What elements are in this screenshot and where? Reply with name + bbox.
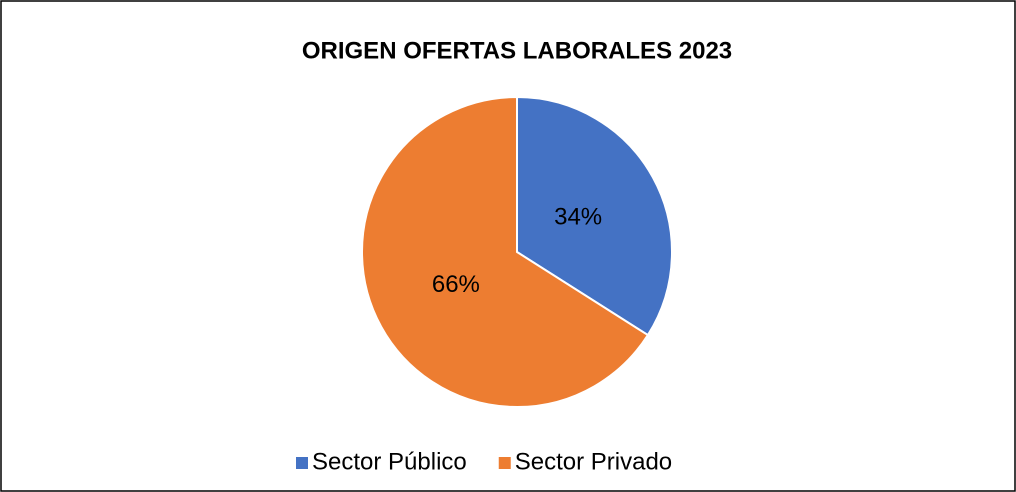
legend-swatch bbox=[498, 457, 511, 469]
legend-label: Sector Privado bbox=[515, 448, 672, 475]
chart-title: ORIGEN OFERTAS LABORALES 2023 bbox=[302, 37, 732, 64]
legend-swatch bbox=[296, 457, 308, 469]
data-label: 66% bbox=[432, 271, 480, 298]
pie-slice bbox=[361, 95, 650, 408]
legend-label: Sector Público bbox=[312, 448, 467, 475]
data-label: 34% bbox=[554, 204, 602, 231]
